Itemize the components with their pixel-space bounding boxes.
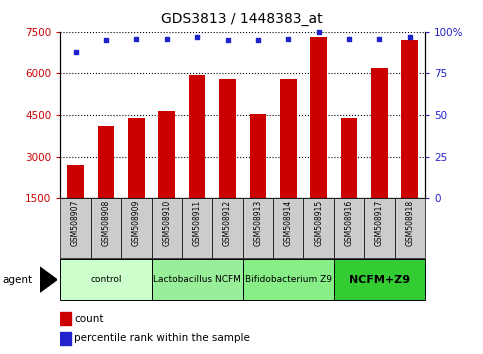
Text: GSM508912: GSM508912 [223, 200, 232, 246]
Text: GSM508910: GSM508910 [162, 200, 171, 246]
Bar [341, 118, 357, 240]
Bar [60, 312, 71, 325]
Text: GSM508907: GSM508907 [71, 200, 80, 246]
Point [284, 36, 292, 41]
Bar [128, 118, 145, 240]
Bar [91, 198, 121, 258]
Point [102, 37, 110, 43]
Bar [152, 259, 243, 300]
Text: GSM508916: GSM508916 [344, 200, 354, 246]
Text: GSM508917: GSM508917 [375, 200, 384, 246]
Point [224, 37, 231, 43]
Text: Lactobacillus NCFM: Lactobacillus NCFM [153, 275, 241, 284]
Point [163, 36, 170, 41]
Point [345, 36, 353, 41]
Bar [60, 198, 91, 258]
Text: NCFM+Z9: NCFM+Z9 [349, 275, 410, 285]
Bar [60, 332, 71, 345]
Point [376, 36, 384, 41]
Text: GSM508914: GSM508914 [284, 200, 293, 246]
Bar [60, 259, 152, 300]
Bar [98, 126, 114, 240]
Text: GSM508918: GSM508918 [405, 200, 414, 246]
Bar [273, 198, 303, 258]
Text: GSM508911: GSM508911 [193, 200, 201, 246]
Point [193, 34, 201, 40]
Bar [158, 111, 175, 240]
Bar [371, 68, 388, 240]
Bar [250, 114, 266, 240]
Bar [364, 198, 395, 258]
Bar [334, 198, 364, 258]
Text: GSM508908: GSM508908 [101, 200, 111, 246]
Bar [303, 198, 334, 258]
Bar [310, 38, 327, 240]
Bar [243, 198, 273, 258]
Bar [121, 198, 152, 258]
Text: Bifidobacterium Z9: Bifidobacterium Z9 [245, 275, 332, 284]
Text: count: count [74, 314, 104, 324]
Bar [182, 198, 213, 258]
Bar [334, 259, 425, 300]
Polygon shape [40, 267, 57, 292]
Bar [243, 259, 334, 300]
Bar [219, 79, 236, 240]
Text: GSM508915: GSM508915 [314, 200, 323, 246]
Point [71, 49, 79, 55]
Text: agent: agent [2, 275, 32, 285]
Bar [395, 198, 425, 258]
Text: GDS3813 / 1448383_at: GDS3813 / 1448383_at [161, 12, 322, 27]
Bar [67, 165, 84, 240]
Bar [401, 40, 418, 240]
Text: GSM508909: GSM508909 [132, 200, 141, 246]
Point [132, 36, 140, 41]
Text: GSM508913: GSM508913 [254, 200, 262, 246]
Bar [189, 75, 205, 240]
Text: percentile rank within the sample: percentile rank within the sample [74, 333, 250, 343]
Bar [152, 198, 182, 258]
Bar [280, 79, 297, 240]
Point [406, 34, 414, 40]
Bar [213, 198, 243, 258]
Text: control: control [90, 275, 122, 284]
Point [315, 29, 323, 35]
Point [254, 37, 262, 43]
